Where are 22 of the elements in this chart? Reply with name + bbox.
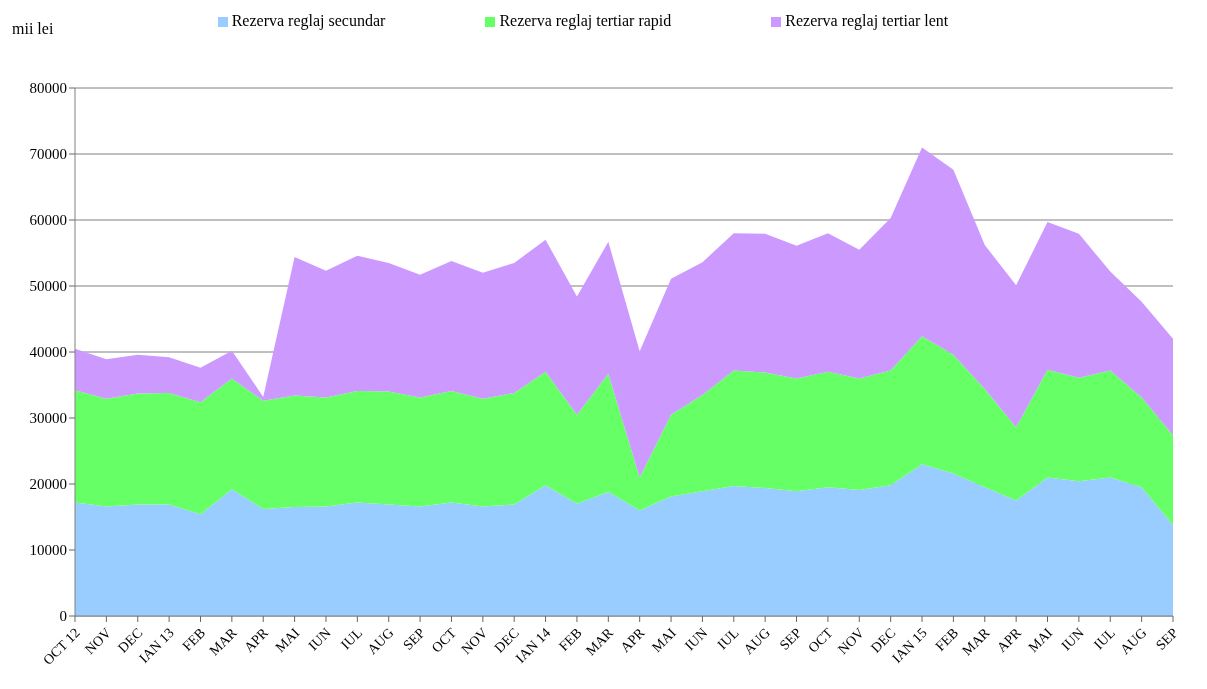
y-tick-label: 30000 [29, 410, 67, 427]
x-tick-label: IUL [1090, 625, 1119, 653]
y-axis-title: mii lei [12, 20, 54, 38]
x-tick-label: FEB [555, 625, 585, 654]
x-tick-label: FEB [932, 625, 962, 654]
y-tick-label: 10000 [29, 542, 67, 559]
y-tick-label: 0 [59, 608, 67, 625]
y-tick-label: 20000 [29, 476, 67, 493]
legend-label: Rezerva reglaj tertiar rapid [499, 12, 672, 29]
legend-label: Rezerva reglaj secundar [231, 12, 386, 29]
y-tick-label: 80000 [29, 80, 67, 97]
legend-label: Rezerva reglaj tertiar lent [785, 12, 949, 29]
x-tick-label: FEB [179, 625, 209, 654]
x-tick-label: SEP [1153, 625, 1181, 653]
x-tick-label: SEP [776, 625, 805, 653]
y-tick-label: 60000 [29, 212, 67, 229]
y-tick-label: 70000 [29, 146, 67, 163]
x-tick-label: IUL [338, 625, 366, 653]
x-tick-label: IUL [714, 625, 742, 653]
y-tick-label: 40000 [29, 344, 67, 361]
y-tick-label: 50000 [29, 278, 67, 295]
x-tick-label: SEP [400, 625, 429, 653]
